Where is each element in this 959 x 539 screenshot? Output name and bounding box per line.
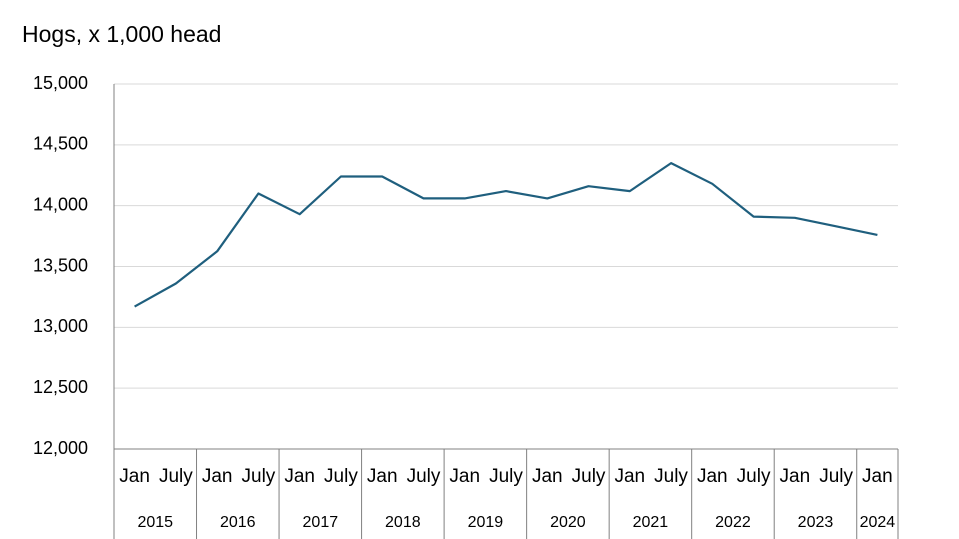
x-tick-label: Jan [532,466,563,487]
x-group-label: 2016 [220,514,256,531]
x-tick-label: Jan [614,466,645,487]
y-tick-label: 12,000 [33,438,88,458]
x-tick-label: Jan [697,466,728,487]
y-tick-label: 12,500 [33,377,88,397]
x-group-label: 2024 [860,514,896,531]
x-tick-label: July [242,466,276,487]
x-tick-label: Jan [449,466,480,487]
x-group-label: 2019 [468,514,504,531]
x-tick-label: July [489,466,523,487]
x-group-label: 2015 [137,514,173,531]
series-line [134,162,878,308]
x-tick-label: July [819,466,853,487]
x-group-label: 2022 [715,514,751,531]
x-tick-label: Jan [284,466,315,487]
x-tick-label: July [737,466,771,487]
x-tick-label: July [159,466,193,487]
x-group-label: 2018 [385,514,421,531]
x-tick-label: Jan [119,466,150,487]
y-tick-label: 13,000 [33,316,88,336]
x-tick-label: Jan [367,466,398,487]
x-group-label: 2021 [633,514,669,531]
y-tick-label: 14,000 [33,194,88,214]
x-group-label: 2017 [303,514,339,531]
x-tick-label: Jan [780,466,811,487]
y-tick-label: 14,500 [33,134,88,154]
x-tick-label: Jan [862,466,893,487]
x-group-label: 2020 [550,514,586,531]
x-tick-label: July [654,466,688,487]
y-tick-label: 15,000 [33,73,88,93]
chart-title: Hogs, x 1,000 head [22,21,221,47]
x-tick-label: July [407,466,441,487]
x-tick-label: Jan [202,466,233,487]
x-tick-label: July [572,466,606,487]
y-tick-label: 13,500 [33,255,88,275]
x-group-label: 2023 [798,514,834,531]
x-tick-label: July [324,466,358,487]
